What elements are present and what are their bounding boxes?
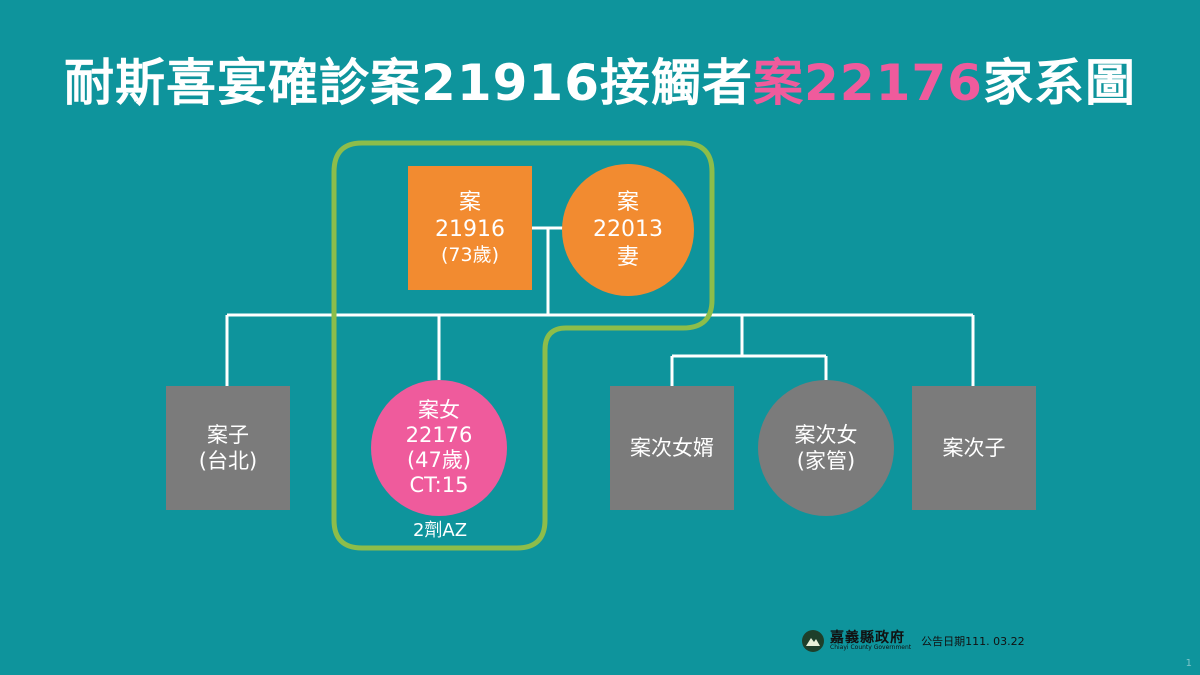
node-label: 案 <box>458 189 481 215</box>
node-label: 案子 <box>207 422 249 447</box>
node-label: (47歲) <box>406 448 472 472</box>
node-label: (家管) <box>796 449 856 473</box>
footer: 嘉義縣政府 Chiayi County Government 公告日期111. … <box>802 626 1025 656</box>
node-case-22013: 案 22013 妻 <box>562 164 694 296</box>
announcement-date: 公告日期111. 03.22 <box>921 635 1025 648</box>
title-suffix: 家系圖 <box>982 54 1136 112</box>
node-second-daughter: 案次女 (家管) <box>758 380 894 516</box>
node-label: (台北) <box>198 449 258 473</box>
node-label: 案次女婿 <box>630 435 714 460</box>
node-son: 案子 (台北) <box>166 386 290 510</box>
cluster-outline <box>331 140 715 551</box>
node-label: 案 <box>616 189 639 215</box>
page-title: 耐斯喜宴確診案21916接觸者案22176家系圖 <box>0 48 1200 118</box>
node-son-in-law: 案次女婿 <box>610 386 734 510</box>
node-case-22176: 案女 22176 (47歲) CT:15 <box>371 380 507 516</box>
logo-en: Chiayi County Government <box>830 644 912 651</box>
node-label: CT:15 <box>409 472 469 497</box>
logo-name: 嘉義縣政府 <box>830 630 905 646</box>
title-highlight: 案22176 <box>753 54 983 112</box>
county-emblem-icon <box>802 630 824 652</box>
node-label: 案次女 <box>794 422 858 447</box>
node-label: (73歲) <box>440 243 499 266</box>
node-label: 案女 <box>418 398 460 423</box>
vaccine-note: 2劑AZ <box>412 520 468 541</box>
node-label: 妻 <box>616 244 639 270</box>
node-label: 21916 <box>435 217 505 243</box>
county-logo: 嘉義縣政府 Chiayi County Government <box>830 631 911 651</box>
title-prefix: 耐斯喜宴確診案21916接觸者 <box>64 54 753 112</box>
page-number: 1 <box>1185 658 1192 669</box>
mountain-icon <box>806 638 820 646</box>
node-label: 案次子 <box>942 435 1006 460</box>
node-second-son: 案次子 <box>912 386 1036 510</box>
node-label: 22013 <box>593 217 663 243</box>
node-label: 22176 <box>405 423 473 448</box>
node-case-21916: 案 21916 (73歲) <box>408 166 532 290</box>
